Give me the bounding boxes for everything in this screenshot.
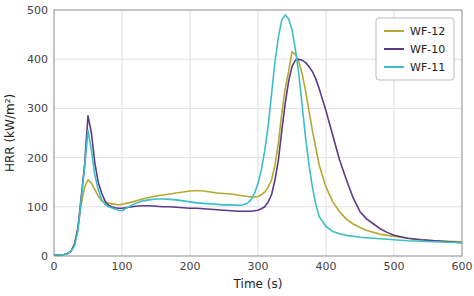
x-tick-label: 600 — [452, 260, 473, 273]
plot-frame — [54, 10, 462, 256]
legend-label: WF-10 — [410, 43, 445, 56]
x-tick-label: 100 — [112, 260, 133, 273]
x-grid-line — [122, 10, 123, 256]
grid — [54, 10, 462, 256]
series-line — [54, 52, 462, 255]
y-tick-label: 300 — [27, 102, 48, 115]
y-tick-label: 400 — [27, 53, 48, 66]
y-grid-line — [54, 157, 462, 158]
y-tick-label: 500 — [27, 4, 48, 17]
y-axis-label: HRR (kW/m²) — [3, 94, 17, 172]
x-grid-line — [326, 10, 327, 256]
legend-label: WF-11 — [410, 61, 445, 74]
legend-swatch — [384, 30, 404, 32]
y-tick-label: 0 — [41, 250, 48, 263]
x-grid-line — [258, 10, 259, 256]
x-tick-label: 500 — [384, 260, 405, 273]
x-axis-label: Time (s) — [233, 277, 283, 291]
legend-swatch — [384, 66, 404, 68]
legend-box — [376, 18, 454, 80]
series-lines — [54, 15, 462, 255]
y-tick-label: 100 — [27, 201, 48, 214]
x-tick-label: 200 — [180, 260, 201, 273]
series-line — [54, 59, 462, 255]
legend-label: WF-12 — [410, 25, 445, 38]
chart: 0 100 200 300 400 500 600 0 100 200 300 400 500 Time … — [0, 0, 474, 296]
series-line — [54, 15, 462, 255]
x-tick-label: 400 — [316, 260, 337, 273]
x-grid-line — [190, 10, 191, 256]
y-tick-label: 200 — [27, 152, 48, 165]
x-tick-label: 300 — [248, 260, 269, 273]
legend-swatch — [384, 48, 404, 50]
legend: WF-12 WF-10 WF-11 — [376, 18, 454, 80]
x-tick-label: 0 — [51, 260, 58, 273]
y-grid-line — [54, 108, 462, 109]
